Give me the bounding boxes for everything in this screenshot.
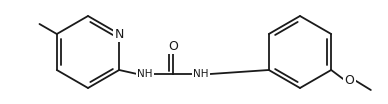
- Text: O: O: [168, 40, 178, 53]
- Text: O: O: [345, 74, 354, 87]
- Text: NH: NH: [137, 69, 153, 79]
- Text: N: N: [114, 27, 124, 40]
- Text: NH: NH: [194, 69, 209, 79]
